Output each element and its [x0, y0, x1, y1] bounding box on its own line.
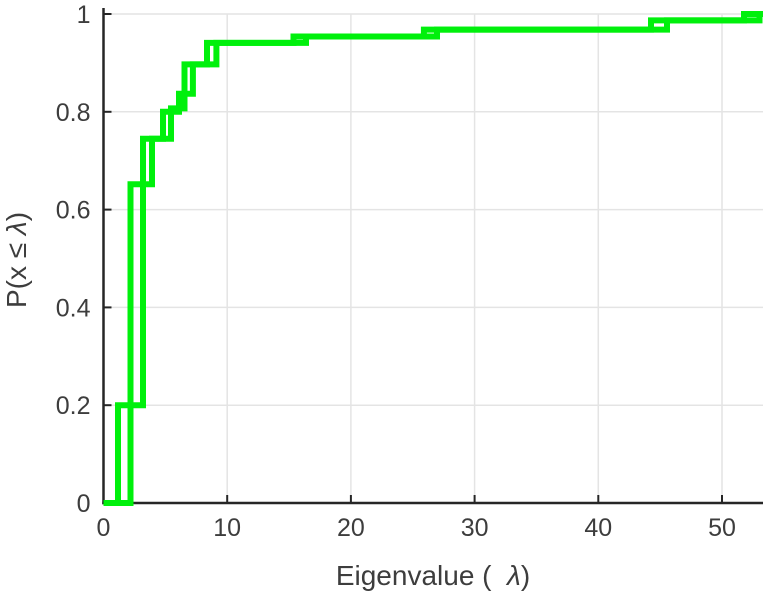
x-tick-label: 50 — [708, 514, 736, 542]
x-axis-label-suffix: ) — [520, 560, 531, 591]
x-axis-label: Eigenvalue ( λ) — [336, 562, 530, 590]
x-tick-label: 0 — [97, 514, 111, 542]
lambda-symbol: λ — [507, 560, 521, 591]
y-tick-label: 1 — [77, 1, 91, 29]
y-tick-label: 0.2 — [56, 392, 91, 420]
x-axis-label-text: Eigenvalue ( — [335, 560, 508, 591]
y-tick-label: 0.6 — [56, 197, 91, 225]
x-tick-label: 20 — [337, 514, 365, 542]
ecdf-curve-2 — [103, 11, 763, 506]
y-axis-label: P(x ≤ λ) — [1, 211, 32, 309]
y-axis-label-text: P(x ≤ — [1, 235, 32, 309]
y-tick-label: 0 — [77, 490, 91, 518]
x-tick-label: 30 — [461, 514, 489, 542]
ecdf-curve-1 — [103, 11, 763, 506]
lambda-symbol: λ — [1, 221, 32, 236]
x-tick-label: 10 — [213, 514, 241, 542]
y-axis-label-suffix: ) — [1, 211, 32, 222]
x-tick-label: 40 — [584, 514, 612, 542]
y-tick-label: 0.8 — [56, 99, 91, 127]
y-tick-label: 0.4 — [56, 294, 91, 322]
